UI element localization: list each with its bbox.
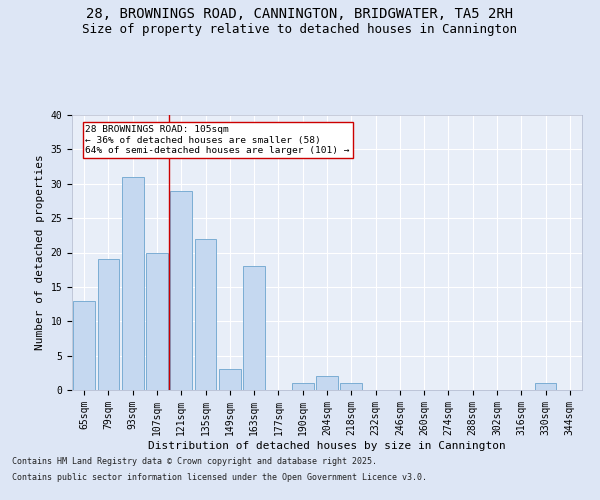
Bar — [292, 383, 314, 390]
Bar — [243, 266, 265, 390]
Bar — [97, 260, 119, 390]
Bar — [316, 376, 338, 390]
Text: 28, BROWNINGS ROAD, CANNINGTON, BRIDGWATER, TA5 2RH: 28, BROWNINGS ROAD, CANNINGTON, BRIDGWAT… — [86, 8, 514, 22]
Bar — [146, 252, 168, 390]
Bar — [73, 300, 95, 390]
Text: Contains public sector information licensed under the Open Government Licence v3: Contains public sector information licen… — [12, 472, 427, 482]
Bar — [219, 370, 241, 390]
Bar — [170, 190, 192, 390]
X-axis label: Distribution of detached houses by size in Cannington: Distribution of detached houses by size … — [148, 440, 506, 450]
Bar — [122, 177, 143, 390]
Text: 28 BROWNINGS ROAD: 105sqm
← 36% of detached houses are smaller (58)
64% of semi-: 28 BROWNINGS ROAD: 105sqm ← 36% of detac… — [85, 126, 350, 155]
Bar — [194, 239, 217, 390]
Bar — [535, 383, 556, 390]
Text: Contains HM Land Registry data © Crown copyright and database right 2025.: Contains HM Land Registry data © Crown c… — [12, 458, 377, 466]
Bar — [340, 383, 362, 390]
Y-axis label: Number of detached properties: Number of detached properties — [35, 154, 45, 350]
Text: Size of property relative to detached houses in Cannington: Size of property relative to detached ho… — [83, 22, 517, 36]
